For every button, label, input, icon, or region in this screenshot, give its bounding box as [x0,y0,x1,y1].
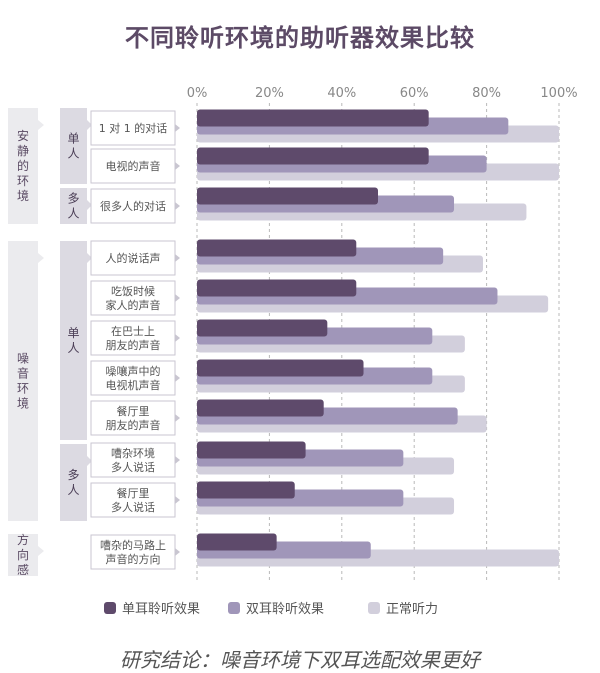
category-label: 吃饭时候家人的声音 [106,284,161,312]
group-box [8,108,38,224]
x-tick-label: 20% [255,86,284,101]
category-box [90,482,176,518]
bar-monaural [197,319,328,337]
category-box [90,360,176,396]
subgroup-label: 多人 [67,192,79,221]
group-box-pointer [38,546,44,556]
subgroup-box-pointer [87,200,92,210]
category-box-pointer [175,414,180,422]
subgroup-box-pointer [87,253,92,263]
group-box-pointer [38,120,44,130]
category-label: 很多人的对话 [100,199,166,213]
category-box [90,240,176,276]
bar-monaural [197,359,364,377]
bar-chart: 0% 20% 40% 60% 80% 100%安静的环境单人多人噪音环境单人多人方向感1 … [8,86,578,617]
legend-label: 单耳聆听效果 [122,602,200,617]
category-label: 电视的声音 [106,159,161,173]
subgroup-box [60,241,87,440]
x-tick-label: 0% [187,86,208,101]
subgroup-label: 多人 [67,468,79,497]
category-label: 餐厅里朋友的声音 [106,404,161,432]
category-box-pointer [175,162,180,170]
bar-monaural [197,187,378,205]
category-label: 嘈杂的马路上声音的方向 [100,538,166,566]
group-box [8,534,38,576]
legend-swatch [368,602,380,614]
bar-monaural [197,239,357,257]
bar-monaural [197,279,357,297]
legend-label: 正常听力 [386,602,438,617]
bar-monaural [197,147,429,165]
legend-label: 双耳聆听效果 [246,602,324,617]
category-box [90,442,176,478]
category-box-pointer [175,254,180,262]
category-box [90,188,176,224]
bar-monaural [197,109,429,127]
category-box-pointer [175,456,180,464]
chart-title: 不同聆听环境的助听器效果比较 [125,24,475,52]
bar-monaural [197,481,295,499]
category-box-pointer [175,496,180,504]
x-tick-label: 60% [400,86,429,101]
category-box-pointer [175,374,180,382]
group-label: 噪音环境 [17,352,29,411]
category-box [90,400,176,436]
category-box [90,280,176,316]
category-box-pointer [175,202,180,210]
bar-monaural [197,533,277,551]
category-box-pointer [175,334,180,342]
category-label: 餐厅里多人说话 [111,486,155,514]
conclusion-text: 研究结论：噪音环境下双耳选配效果更好 [120,648,480,672]
x-tick-label: 80% [472,86,501,101]
category-label: 人的说话声 [106,251,161,265]
bar-monaural [197,399,324,417]
subgroup-box [60,188,87,224]
group-label: 方向感 [17,532,29,577]
subgroup-box [60,108,87,184]
bar-monaural [197,441,306,459]
category-box [90,320,176,356]
legend-swatch [104,602,116,614]
legend-swatch [228,602,240,614]
category-label: 1 对 1 的对话 [99,121,168,135]
category-label: 嘈杂环境多人说话 [111,446,155,474]
category-label: 在巴士上朋友的声音 [106,325,161,352]
category-box-pointer [175,548,180,556]
subgroup-label: 单人 [67,326,79,355]
subgroup-box-pointer [87,456,92,466]
category-box-pointer [175,294,180,302]
subgroup-box [60,444,87,521]
subgroup-box-pointer [87,120,92,130]
category-box-pointer [175,124,180,132]
group-box-pointer [38,253,44,263]
x-tick-label: 100% [540,86,577,101]
subgroup-label: 单人 [67,132,79,161]
group-label: 安静的环境 [17,128,29,203]
group-box [8,241,38,521]
x-tick-label: 40% [327,86,356,101]
category-label: 噪嚷声中的电视机声音 [106,364,161,392]
